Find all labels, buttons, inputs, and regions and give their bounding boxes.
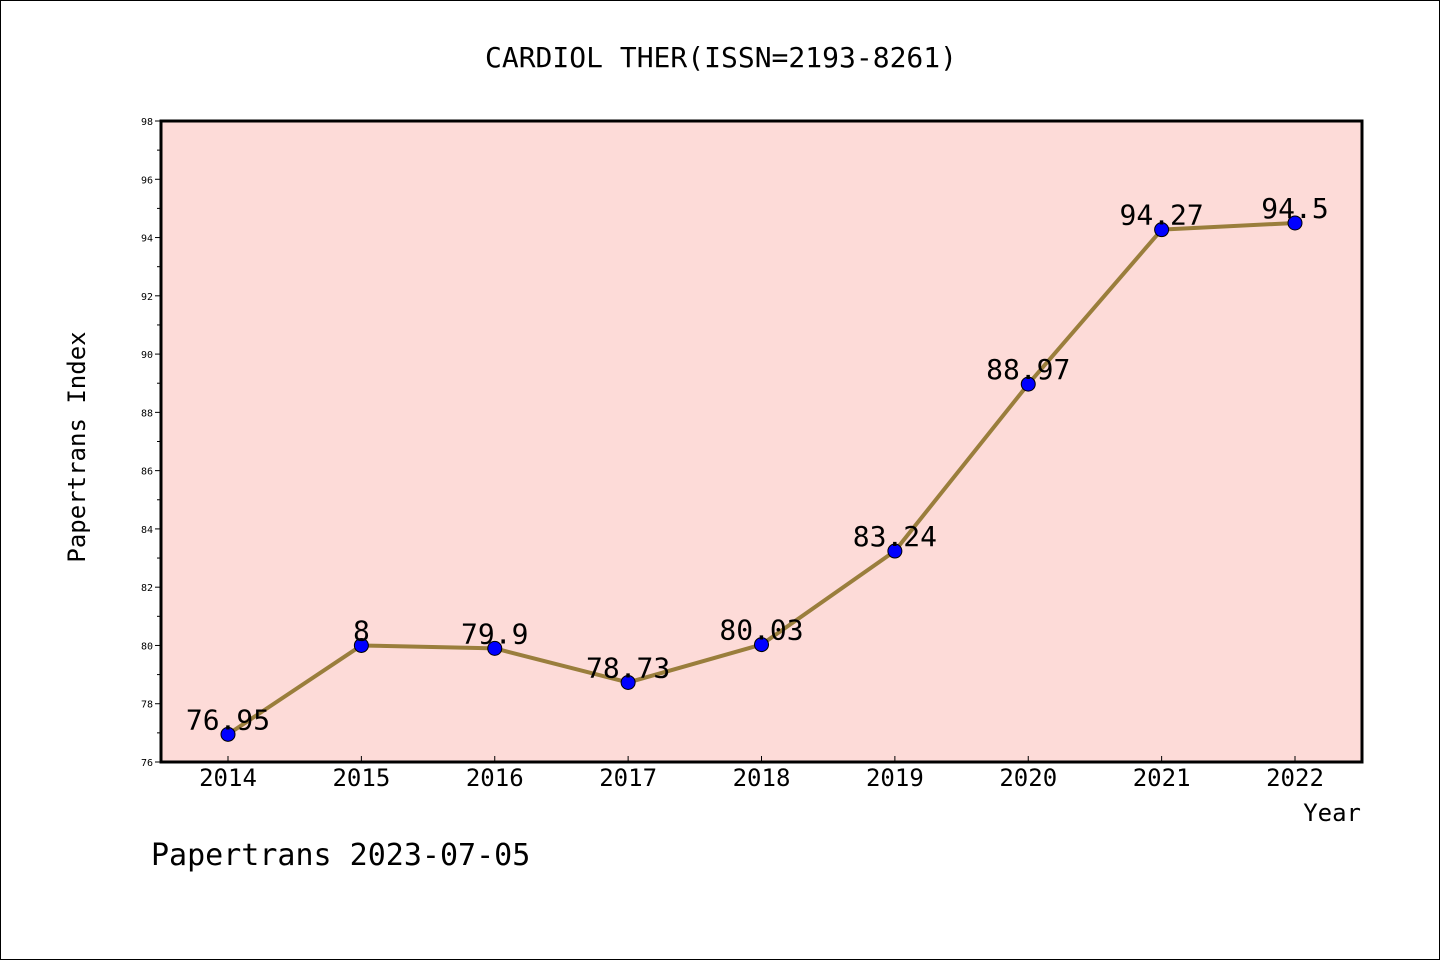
data-label: 80.03: [719, 614, 803, 647]
y-tick-label: 90: [141, 350, 153, 361]
data-label: 8: [353, 614, 370, 647]
y-tick-label: 76: [141, 758, 153, 769]
x-tick-label: 2016: [466, 764, 524, 792]
y-tick-label: 86: [141, 467, 153, 478]
data-point: [487, 640, 503, 656]
y-tick-label: 96: [141, 175, 153, 186]
footer-stamp: Papertrans 2023-07-05: [151, 838, 530, 873]
y-tick-label: 84: [141, 525, 153, 536]
data-label: 83.24: [853, 520, 937, 553]
y-axis: 76 78 80 82 84 86 88 90 92 94 96 98: [141, 117, 161, 769]
y-tick-label: 82: [141, 583, 153, 594]
x-tick-label: 2020: [999, 764, 1057, 792]
data-point: [1020, 376, 1036, 392]
data-label: 78.73: [586, 651, 670, 684]
y-tick-label: 94: [141, 234, 153, 245]
data-point: [1287, 215, 1303, 231]
x-axis: 2014 2015 2016 2017 2018 2019 2020 2021 2022: [199, 756, 1324, 792]
data-label: 94.27: [1119, 199, 1203, 232]
x-tick-label: 2017: [599, 764, 657, 792]
data-label: 79.9: [461, 617, 528, 650]
x-tick-label: 2014: [199, 764, 257, 792]
series-line-group: 76.95 8 79.9 78.73 80.03 83.24 88.97 94.27 94.5: [186, 192, 1329, 742]
data-point: [620, 674, 636, 690]
y-tick-label: 88: [141, 408, 153, 419]
y-tick-label: 78: [141, 700, 153, 711]
x-tick-label: 2022: [1266, 764, 1324, 792]
data-point: [1154, 222, 1170, 238]
data-point: [754, 637, 769, 653]
data-point: [887, 543, 903, 559]
data-point: [353, 637, 369, 653]
y-tick-label: 92: [141, 292, 153, 303]
y-tick-label: 98: [141, 117, 153, 128]
x-axis-label: Year: [1303, 799, 1361, 827]
chart-title: CARDIOL THER(ISSN=2193-8261): [485, 41, 957, 74]
x-tick-label: 2018: [733, 764, 791, 792]
y-tick-label: 80: [141, 641, 153, 652]
x-tick-label: 2021: [1133, 764, 1191, 792]
x-tick-label: 2019: [866, 764, 924, 792]
x-tick-label: 2015: [332, 764, 390, 792]
data-point: [220, 726, 236, 742]
data-label: 76.95: [186, 703, 270, 736]
data-label: 88.97: [986, 353, 1070, 386]
y-axis-label: Papertrans Index: [63, 331, 91, 562]
data-label: 94.5: [1261, 192, 1328, 225]
